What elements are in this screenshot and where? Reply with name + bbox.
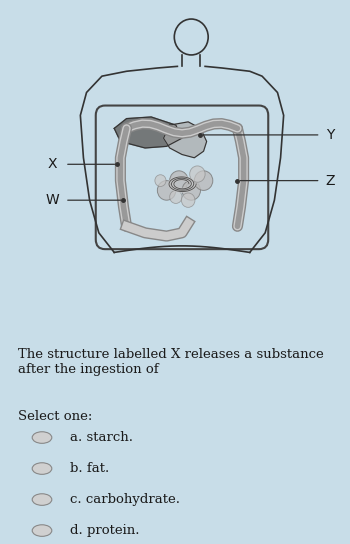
Circle shape — [155, 175, 166, 187]
Circle shape — [181, 193, 195, 207]
Circle shape — [170, 190, 182, 203]
Circle shape — [32, 525, 52, 536]
Text: d. protein.: d. protein. — [70, 524, 140, 537]
Circle shape — [32, 494, 52, 505]
Text: Z: Z — [325, 174, 335, 188]
Circle shape — [182, 181, 201, 200]
Text: X: X — [48, 157, 57, 171]
Text: The structure labelled X releases a substance
after the ingestion of: The structure labelled X releases a subs… — [18, 348, 323, 375]
Text: a. starch.: a. starch. — [70, 431, 133, 444]
Polygon shape — [163, 122, 206, 158]
Circle shape — [190, 166, 205, 182]
Text: Y: Y — [326, 128, 334, 142]
Text: b. fat.: b. fat. — [70, 462, 109, 475]
Polygon shape — [114, 117, 182, 148]
Text: Select one:: Select one: — [18, 410, 92, 423]
Circle shape — [32, 432, 52, 443]
Circle shape — [32, 463, 52, 474]
Text: W: W — [46, 193, 60, 207]
Text: c. carbohydrate.: c. carbohydrate. — [70, 493, 180, 506]
Circle shape — [194, 171, 213, 190]
Circle shape — [170, 171, 188, 190]
Circle shape — [158, 181, 176, 200]
